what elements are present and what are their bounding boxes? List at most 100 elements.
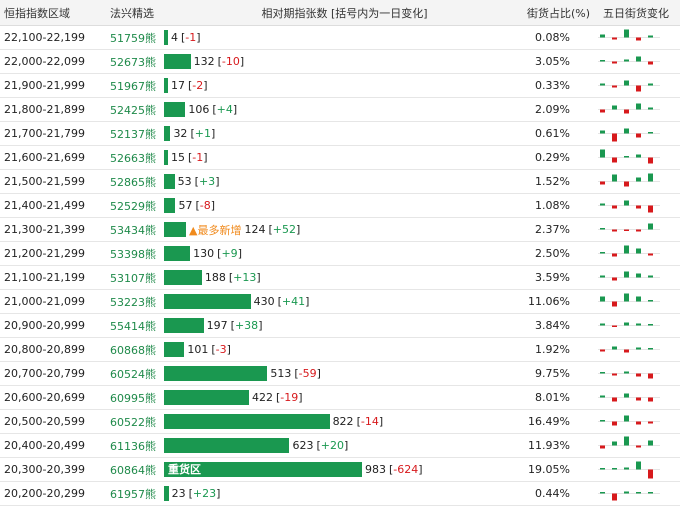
trend-bar — [648, 440, 653, 446]
trend-bar — [600, 181, 605, 185]
trend-cell — [592, 193, 680, 218]
trend-bar — [600, 296, 605, 302]
pct-cell: 2.37% — [527, 217, 592, 242]
trend-bar — [624, 181, 629, 187]
value-text: 430 — [253, 295, 275, 308]
trend-bar — [612, 325, 617, 327]
trend-bar — [648, 492, 653, 494]
five-day-trend-chart — [598, 293, 660, 307]
trend-cell — [592, 289, 680, 314]
daily-change: [+38] — [230, 319, 263, 332]
change-cell: 106 [+4] — [162, 97, 527, 122]
pct-cell: 0.33% — [527, 73, 592, 98]
five-day-trend-chart — [598, 223, 660, 232]
warrant-code-link[interactable]: 51759熊 — [100, 25, 162, 50]
daily-change: [-10] — [217, 55, 245, 68]
range-cell: 22,100-22,199 — [0, 25, 100, 50]
warrant-code-link[interactable]: 60864熊 — [100, 457, 162, 482]
bar-wrap: 513 [-59] — [164, 362, 527, 385]
table-row: 21,000-21,099 53223熊 430 [+41] 11.06% — [0, 289, 680, 314]
trend-bar — [612, 253, 617, 257]
trend-bar — [612, 373, 617, 376]
value-text: 101 — [187, 343, 209, 356]
trend-bar — [624, 349, 629, 353]
trend-bar — [600, 323, 605, 326]
trend-bar — [636, 103, 641, 110]
trend-bar — [648, 348, 653, 350]
trend-bar — [600, 252, 605, 254]
table-row: 20,500-20,599 60522熊 822 [-14] 16.49% — [0, 409, 680, 434]
trend-bar — [600, 275, 605, 278]
warrant-code-link[interactable]: 52529熊 — [100, 193, 162, 218]
trend-bar — [600, 372, 605, 374]
five-day-trend-chart — [598, 322, 660, 327]
change-value: -3 — [215, 343, 227, 356]
range-cell: 21,100-21,199 — [0, 265, 100, 290]
table-header: 恒指指数区域 法兴精选 相对期指张数 [括号内为一日变化] 街货占比(%) 五日… — [0, 0, 680, 26]
trend-cell — [592, 409, 680, 434]
pct-cell: 11.93% — [527, 433, 592, 458]
warrant-code-link[interactable]: 51967熊 — [100, 73, 162, 98]
change-cell: 130 [+9] — [162, 241, 527, 266]
bar-wrap: 17 [-2] — [164, 74, 527, 97]
warrant-code-link[interactable]: 61957熊 — [100, 481, 162, 506]
warrant-code-link[interactable]: 60995熊 — [100, 385, 162, 410]
trend-bar — [624, 491, 629, 494]
value-text: 822 — [332, 415, 354, 428]
trend-bar — [612, 205, 617, 209]
warrant-code-link[interactable]: 52865熊 — [100, 169, 162, 194]
trend-bar — [624, 29, 629, 38]
table-row: 21,800-21,899 52425熊 106 [+4] 2.09% — [0, 97, 680, 122]
value-bar — [164, 198, 176, 213]
trend-bar — [624, 271, 629, 278]
range-cell: 21,400-21,499 — [0, 193, 100, 218]
trend-bar — [612, 174, 617, 182]
warrant-code-link[interactable]: 53398熊 — [100, 241, 162, 266]
trend-bar — [636, 56, 641, 62]
warrant-code-link[interactable]: 52663熊 — [100, 145, 162, 170]
table-row: 21,700-21,799 52137熊 32 [+1] 0.61% — [0, 121, 680, 146]
warrant-code-link[interactable]: 60868熊 — [100, 337, 162, 362]
trend-bar — [612, 37, 617, 40]
table-row: 20,600-20,699 60995熊 422 [-19] 8.01% — [0, 385, 680, 410]
five-day-trend-chart — [598, 128, 660, 142]
warrant-code-link[interactable]: 52137熊 — [100, 121, 162, 146]
warrant-code-link[interactable]: 53434熊 — [100, 217, 162, 242]
warrant-code-link[interactable]: 55414熊 — [100, 313, 162, 338]
trend-bar — [624, 245, 629, 254]
change-value: +20 — [320, 439, 344, 452]
pct-cell: 0.44% — [527, 481, 592, 506]
change-value: +52 — [272, 223, 296, 236]
trend-cell — [592, 169, 680, 194]
change-value: +3 — [198, 175, 216, 188]
value-bar — [164, 126, 171, 141]
change-cell: 57 [-8] — [162, 193, 527, 218]
trend-bar — [600, 60, 605, 62]
trend-bar — [612, 133, 617, 142]
warrant-code-link[interactable]: 60522熊 — [100, 409, 162, 434]
value-text: 623 — [292, 439, 314, 452]
trend-bar — [624, 109, 629, 114]
five-day-trend-chart — [598, 173, 660, 187]
warrant-code-link[interactable]: 60524熊 — [100, 361, 162, 386]
trend-cell — [592, 145, 680, 170]
pct-cell: 8.01% — [527, 385, 592, 410]
change-cell: 101 [-3] — [162, 337, 527, 362]
warrant-code-link[interactable]: 52673熊 — [100, 49, 162, 74]
value-text: 513 — [270, 367, 292, 380]
trend-bar — [600, 420, 605, 422]
five-day-trend-chart — [598, 491, 660, 501]
daily-change: [-2] — [188, 79, 208, 92]
trend-bar — [624, 229, 629, 231]
trend-cell — [592, 433, 680, 458]
warrant-code-link[interactable]: 53107熊 — [100, 265, 162, 290]
warrant-code-link[interactable]: 61136熊 — [100, 433, 162, 458]
value-bar — [164, 270, 202, 285]
pct-cell: 1.52% — [527, 169, 592, 194]
range-cell: 21,200-21,299 — [0, 241, 100, 266]
change-cell: ▲最多新增 124 [+52] — [162, 217, 527, 242]
warrant-code-link[interactable]: 53223熊 — [100, 289, 162, 314]
warrant-code-link[interactable]: 52425熊 — [100, 97, 162, 122]
table-row: 21,900-21,999 51967熊 17 [-2] 0.33% — [0, 73, 680, 98]
